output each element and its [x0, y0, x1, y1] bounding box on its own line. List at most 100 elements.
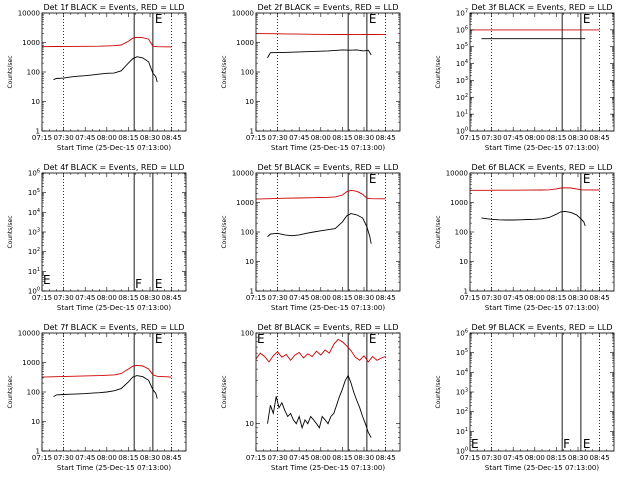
y-tick-label: 1 — [250, 288, 254, 296]
y-tick-label: 100 — [28, 287, 40, 296]
marker-letter: F — [563, 437, 570, 451]
y-tick-label: 100 — [27, 69, 40, 77]
y-tick-label: 105 — [456, 348, 468, 357]
x-axis-label: Start Time (25-Dec-15 07:13:00) — [57, 464, 171, 472]
marker-letter: E — [583, 12, 591, 26]
y-tick-label: 1000 — [236, 199, 254, 207]
marker-letter: E — [471, 437, 479, 451]
panel-title: Det 4f BLACK = Events, RED = LLD — [43, 163, 184, 172]
panel-title: Det 9f BLACK = Events, RED = LLD — [471, 323, 612, 332]
y-tick-label: 100 — [456, 447, 468, 456]
x-tick-label: 08:15 — [118, 454, 138, 462]
x-axis-label: Start Time (25-Dec-15 07:13:00) — [271, 464, 385, 472]
x-axis-label: Start Time (25-Dec-15 07:13:00) — [57, 304, 171, 312]
y-axis-label: Counts/sec — [435, 215, 442, 248]
marker-letter: F — [135, 277, 142, 291]
marker-letter: E — [155, 332, 163, 346]
plot-frame — [469, 332, 615, 452]
lld-series-line — [41, 364, 172, 378]
x-tick-label: 08:00 — [311, 454, 331, 462]
events-series-line — [481, 210, 586, 227]
x-tick-label: 08:30 — [354, 134, 374, 142]
y-tick-label: 104 — [456, 59, 468, 68]
y-axis-label: Counts/sec — [435, 55, 442, 88]
x-tick-label: 08:15 — [118, 134, 138, 142]
x-tick-label: 08:15 — [332, 134, 352, 142]
x-axis-label: Start Time (25-Dec-15 07:13:00) — [57, 144, 171, 152]
panel-6: Det 6f BLACK = Events, RED = LLD Counts/s… — [435, 163, 615, 312]
panel-title: Det 7f BLACK = Events, RED = LLD — [43, 323, 184, 332]
x-tick-label: 07:30 — [482, 294, 502, 302]
x-tick-label: 08:30 — [140, 454, 160, 462]
x-tick-label: 07:45 — [503, 294, 523, 302]
y-tick-label: 104 — [28, 208, 40, 217]
y-tick-label: 1000 — [236, 39, 254, 47]
marker-letter: E — [43, 273, 51, 287]
y-tick-label: 10 — [31, 418, 40, 426]
y-tick-label: 100 — [241, 229, 254, 237]
x-tick-label: 08:15 — [546, 134, 566, 142]
y-tick-label: 10000 — [446, 170, 468, 178]
x-tick-label: 07:30 — [54, 134, 74, 142]
marker-letter: E — [583, 172, 591, 186]
y-tick-label: 105 — [456, 42, 468, 51]
y-tick-label: 104 — [456, 368, 468, 377]
x-tick-label: 08:00 — [97, 294, 117, 302]
x-tick-label: 08:00 — [525, 294, 545, 302]
events-series-line — [53, 56, 158, 83]
marker-letter: E — [369, 172, 377, 186]
y-axis-label: Counts/sec — [221, 55, 228, 88]
panel-title: Det 3f BLACK = Events, RED = LLD — [471, 3, 612, 12]
x-tick-label: 07:45 — [75, 134, 95, 142]
plot-frame — [41, 172, 187, 292]
lld-series-line — [255, 33, 386, 36]
x-axis-label: Start Time (25-Dec-15 07:13:00) — [271, 144, 385, 152]
y-tick-label: 10 — [31, 98, 40, 106]
y-tick-label: 10000 — [232, 10, 254, 18]
y-tick-label: 10 — [459, 258, 468, 266]
y-axis-label: Counts/sec — [435, 375, 442, 408]
x-tick-label: 07:45 — [289, 294, 309, 302]
x-tick-label: 07:45 — [289, 454, 309, 462]
events-series-line — [267, 374, 372, 438]
lld-series-line — [470, 187, 600, 191]
panel-7: Det 7f BLACK = Events, RED = LLD Counts/s… — [7, 323, 187, 472]
y-tick-label: 103 — [456, 76, 468, 85]
x-tick-label: 08:45 — [162, 454, 182, 462]
y-tick-label: 1 — [36, 128, 40, 136]
marker-letter: E — [369, 332, 377, 346]
plot-frame — [469, 12, 615, 132]
y-tick-label: 10 — [245, 420, 254, 428]
panel-title: Det 8f BLACK = Events, RED = LLD — [257, 323, 398, 332]
y-tick-label: 101 — [28, 267, 40, 276]
x-tick-label: 07:15 — [32, 134, 52, 142]
x-tick-label: 08:45 — [376, 294, 396, 302]
plot-frame — [255, 172, 401, 292]
plot-frame — [255, 332, 401, 452]
x-tick-label: 07:45 — [75, 294, 95, 302]
x-tick-label: 08:15 — [546, 454, 566, 462]
x-tick-label: 08:45 — [376, 454, 396, 462]
x-axis-label: Start Time (25-Dec-15 07:13:00) — [485, 144, 599, 152]
panel-1: Det 1f BLACK = Events, RED = LLD Counts/s… — [7, 3, 187, 152]
y-axis-label: Counts/sec — [7, 375, 14, 408]
y-tick-label: 10000 — [18, 330, 40, 338]
x-tick-label: 07:15 — [246, 454, 266, 462]
x-tick-label: 08:30 — [354, 454, 374, 462]
panel-9: Det 9f BLACK = Events, RED = LLD Counts/s… — [435, 323, 615, 472]
panel-title: Det 2f BLACK = Events, RED = LLD — [257, 3, 398, 12]
marker-letter: E — [257, 332, 265, 346]
marker-letter: E — [583, 437, 591, 451]
x-tick-label: 07:45 — [503, 134, 523, 142]
y-tick-label: 100 — [241, 330, 254, 338]
plot-frame — [255, 12, 401, 132]
x-tick-label: 08:00 — [311, 134, 331, 142]
panel-3: Det 3f BLACK = Events, RED = LLD Counts/s… — [435, 3, 615, 152]
marker-letter: E — [155, 277, 163, 291]
y-tick-label: 100 — [456, 127, 468, 136]
y-tick-label: 1000 — [22, 359, 40, 367]
y-tick-label: 1 — [250, 128, 254, 136]
x-tick-label: 08:00 — [97, 134, 117, 142]
y-tick-label: 105 — [28, 188, 40, 197]
x-tick-label: 07:15 — [460, 454, 480, 462]
